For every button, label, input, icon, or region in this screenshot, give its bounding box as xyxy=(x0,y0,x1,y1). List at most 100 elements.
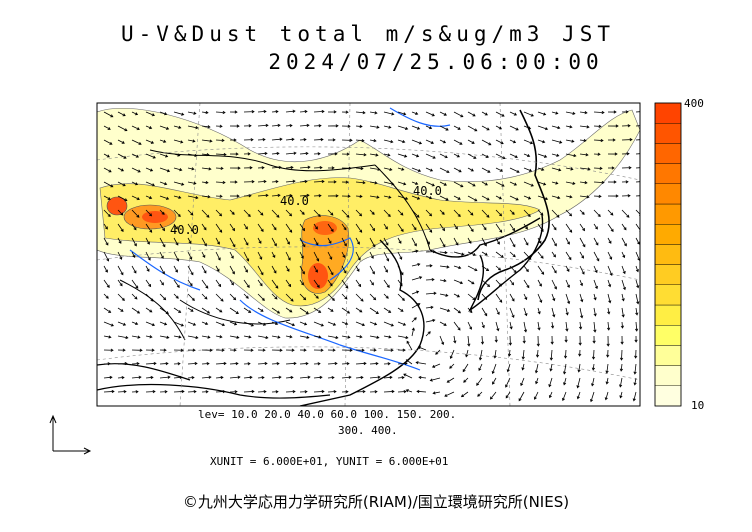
wind-arrow xyxy=(578,321,583,330)
wind-arrow xyxy=(621,166,632,170)
wind-arrow xyxy=(593,180,605,185)
wind-arrow xyxy=(173,321,184,327)
wind-arrow xyxy=(606,335,610,347)
wind-arrow xyxy=(271,151,280,156)
wind-arrow xyxy=(341,124,351,128)
wind-arrow xyxy=(481,307,488,317)
wind-arrow xyxy=(299,151,309,156)
wind-arrow xyxy=(271,179,279,184)
wind-arrow xyxy=(159,209,165,215)
wind-arrow xyxy=(327,124,339,128)
wind-arrow xyxy=(383,139,394,144)
wind-arrow xyxy=(327,279,333,287)
wind-arrow xyxy=(411,111,419,115)
wind-arrow xyxy=(215,348,225,352)
wind-arrow xyxy=(593,138,604,143)
wind-arrow xyxy=(397,251,403,260)
wind-arrow xyxy=(285,279,292,288)
legend-swatch xyxy=(654,304,682,326)
wind-arrow xyxy=(453,195,461,200)
wind-arrow xyxy=(495,195,503,200)
wind-arrow xyxy=(635,279,640,289)
wind-arrow xyxy=(397,375,405,380)
wind-arrow xyxy=(606,321,611,331)
wind-arrow xyxy=(215,209,223,217)
wind-arrow xyxy=(229,237,236,248)
wind-arrow xyxy=(551,251,556,258)
wind-arrow xyxy=(187,335,199,340)
wind-arrow xyxy=(229,375,241,379)
units-line: XUNIT = 6.000E+01, YUNIT = 6.000E+01 xyxy=(210,455,449,468)
wind-arrow xyxy=(397,293,405,301)
wind-arrow xyxy=(355,237,360,245)
wind-arrow xyxy=(551,111,559,115)
wind-arrow xyxy=(425,125,433,130)
wind-arrow xyxy=(579,307,584,319)
wind-arrow xyxy=(327,194,339,198)
wind-arrow xyxy=(271,265,277,274)
wind-arrow xyxy=(383,153,391,157)
wind-arrow xyxy=(341,307,351,314)
wind-arrow xyxy=(537,279,542,287)
wind-arrow xyxy=(411,181,419,185)
wind-arrow xyxy=(145,209,153,217)
wind-arrow xyxy=(565,125,573,129)
wind-arrow xyxy=(537,181,547,186)
wind-arrow xyxy=(579,223,585,232)
wind-arrow xyxy=(313,335,322,339)
wind-arrow xyxy=(355,166,364,171)
wind-arrow xyxy=(327,251,333,260)
wind-arrow xyxy=(327,307,334,312)
wind-arrow xyxy=(635,237,640,245)
legend-swatch xyxy=(654,365,682,387)
wind-arrow xyxy=(467,153,477,159)
map-frame xyxy=(96,102,641,407)
wind-arrow xyxy=(341,194,351,198)
wind-arrow xyxy=(201,180,209,185)
wind-arrow xyxy=(467,307,473,314)
wind-arrow xyxy=(131,279,139,289)
wind-arrow xyxy=(173,362,181,366)
wind-arrow xyxy=(285,307,293,313)
wind-arrow xyxy=(508,335,512,346)
wind-arrow xyxy=(103,348,114,352)
wind-arrow xyxy=(621,279,626,291)
legend-swatch xyxy=(654,284,682,306)
wind-arrow xyxy=(620,335,624,345)
dust-core-far-west xyxy=(106,196,128,216)
wind-arrow xyxy=(635,307,639,316)
map-title: U-V&Dust total m/s&ug/m3 JST xyxy=(120,22,615,46)
wind-arrow xyxy=(579,265,585,275)
wind-arrow xyxy=(439,153,448,159)
wind-arrow xyxy=(425,195,433,200)
wind-arrow xyxy=(481,111,488,116)
wind-arrow xyxy=(565,321,569,332)
wind-arrow xyxy=(383,335,392,339)
wind-arrow xyxy=(299,237,306,248)
wind-arrow xyxy=(481,237,487,247)
wind-arrow xyxy=(285,179,296,183)
wind-arrow xyxy=(621,152,630,156)
wind-arrow xyxy=(509,293,515,302)
wind-arrow xyxy=(369,209,375,215)
wind-arrow xyxy=(579,167,591,171)
wind-arrow xyxy=(383,209,391,218)
wind-arrow xyxy=(117,111,126,117)
wind-arrow xyxy=(369,348,377,352)
wind-arrow xyxy=(579,209,585,215)
wind-arrow xyxy=(215,223,223,233)
wind-arrow xyxy=(159,361,169,366)
wind-arrow xyxy=(327,361,338,366)
wind-arrow xyxy=(159,223,165,232)
wind-arrow xyxy=(607,110,617,114)
wind-arrow xyxy=(117,375,125,380)
wind-arrow xyxy=(509,279,515,286)
wind-arrow xyxy=(453,181,464,188)
wind-arrow xyxy=(563,349,568,359)
wind-arrow xyxy=(271,279,279,289)
wind-arrow xyxy=(536,335,540,347)
wind-arrow xyxy=(327,237,332,244)
wind-arrow xyxy=(619,391,623,399)
wind-arrow xyxy=(453,279,464,285)
wind-arrow xyxy=(429,377,441,382)
